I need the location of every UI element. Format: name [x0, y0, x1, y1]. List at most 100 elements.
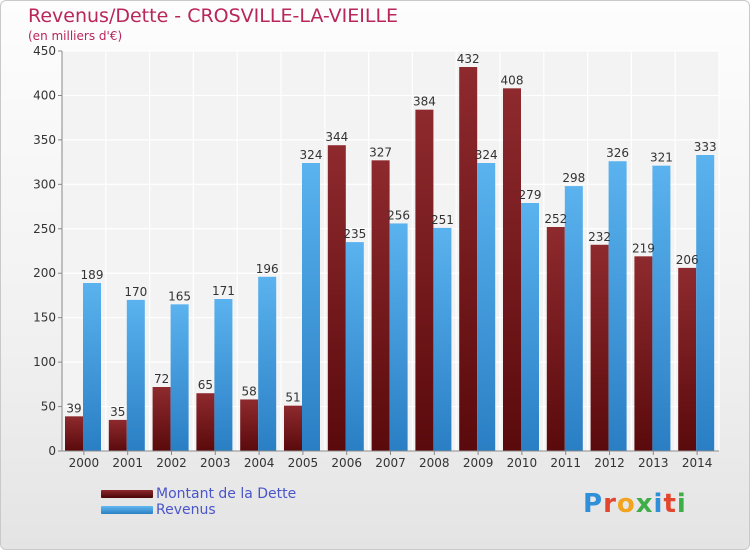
x-tick-label: 2014 — [682, 456, 713, 470]
bar-debt — [371, 160, 390, 452]
y-tick-label: 300 — [33, 177, 56, 191]
data-label-revenue: 279 — [519, 188, 542, 202]
bar-revenue — [652, 165, 671, 451]
bar-revenue — [477, 163, 496, 451]
data-label-revenue: 165 — [168, 289, 191, 303]
x-tick-label: 2008 — [419, 456, 450, 470]
bar-debt — [327, 145, 346, 451]
bar-revenue — [345, 242, 364, 451]
bar-revenue — [521, 203, 539, 451]
bar-debt — [590, 244, 609, 451]
data-label-debt: 327 — [369, 145, 392, 159]
data-label-debt: 232 — [588, 230, 611, 244]
data-label-revenue: 324 — [300, 148, 323, 162]
y-tick-label: 350 — [33, 133, 56, 147]
bar-debt — [284, 405, 302, 451]
bar-debt — [196, 393, 215, 451]
data-label-revenue: 298 — [562, 171, 585, 185]
x-tick-label: 2004 — [244, 456, 275, 470]
legend-swatch-revenue — [101, 506, 153, 514]
chart-title: Revenus/Dette - CROSVILLE-LA-VIEILLE — [28, 5, 399, 27]
logo-letter: P — [583, 489, 604, 519]
data-label-revenue: 256 — [387, 208, 410, 222]
y-tick-label: 100 — [33, 355, 56, 369]
data-label-debt: 344 — [325, 130, 348, 144]
bar-revenue — [302, 163, 320, 451]
data-label-revenue: 324 — [475, 148, 498, 162]
bar-revenue — [608, 161, 627, 451]
bar-debt — [459, 67, 478, 451]
bar-debt — [65, 416, 83, 451]
x-tick-label: 2006 — [331, 456, 362, 470]
data-label-revenue: 189 — [81, 268, 104, 282]
data-label-revenue: 326 — [606, 146, 629, 160]
x-tick-label: 2000 — [69, 456, 100, 470]
y-tick-label: 50 — [41, 400, 56, 414]
x-tick-label: 2011 — [550, 456, 581, 470]
legend-swatch-debt — [101, 490, 153, 498]
data-label-debt: 206 — [676, 253, 699, 267]
bar-debt — [108, 419, 127, 451]
bar-revenue — [389, 223, 408, 451]
bar-debt — [634, 256, 653, 451]
bar-debt — [546, 227, 565, 451]
data-label-revenue: 235 — [343, 227, 366, 241]
data-label-debt: 432 — [457, 52, 480, 66]
y-tick-label: 250 — [33, 222, 56, 236]
bar-revenue — [258, 276, 277, 451]
bar-debt — [240, 399, 259, 451]
bar-revenue — [564, 186, 583, 451]
bar-revenue — [214, 299, 233, 451]
bar-debt — [678, 267, 697, 451]
data-label-revenue: 171 — [212, 284, 235, 298]
y-tick-label: 0 — [48, 444, 56, 458]
x-tick-label: 2002 — [156, 456, 187, 470]
data-label-debt: 39 — [66, 401, 81, 415]
y-tick-label: 200 — [33, 266, 56, 280]
y-tick-label: 400 — [33, 88, 56, 102]
data-label-revenue: 251 — [431, 213, 454, 227]
y-tick-label: 150 — [33, 311, 56, 325]
logo-letter: r — [603, 489, 617, 519]
bar-revenue — [696, 155, 715, 451]
logo-letter: x — [635, 489, 654, 519]
data-label-debt: 252 — [544, 212, 567, 226]
data-label-revenue: 333 — [694, 140, 717, 154]
bar-revenue — [170, 304, 189, 451]
proxiti-logo: Proxiti — [583, 489, 687, 519]
bar-revenue — [83, 283, 101, 451]
x-tick-label: 2001 — [112, 456, 143, 470]
data-label-revenue: 196 — [256, 262, 279, 276]
chart-subtitle: (en milliers d'€) — [28, 29, 123, 43]
data-label-debt: 51 — [285, 391, 300, 405]
legend-label-revenue: Revenus — [156, 502, 216, 518]
data-label-debt: 384 — [413, 95, 436, 109]
bar-revenue — [433, 227, 452, 451]
logo-letter: o — [616, 489, 636, 519]
data-label-revenue: 170 — [124, 285, 147, 299]
data-label-debt: 58 — [242, 384, 257, 398]
x-tick-label: 2013 — [638, 456, 669, 470]
data-label-debt: 72 — [154, 372, 169, 386]
x-tick-label: 2010 — [507, 456, 538, 470]
logo-letter: i — [653, 489, 664, 519]
x-tick-label: 2007 — [375, 456, 406, 470]
logo-letter: t — [663, 489, 677, 519]
legend-label-debt: Montant de la Dette — [156, 486, 297, 502]
data-label-debt: 35 — [110, 405, 125, 419]
data-label-debt: 65 — [198, 378, 213, 392]
data-label-debt: 219 — [632, 241, 655, 255]
x-tick-label: 2005 — [288, 456, 319, 470]
x-tick-label: 2012 — [594, 456, 625, 470]
bar-debt — [503, 88, 521, 451]
x-tick-label: 2009 — [463, 456, 494, 470]
data-label-debt: 408 — [501, 73, 524, 87]
x-tick-label: 2003 — [200, 456, 231, 470]
bar-debt — [152, 387, 171, 451]
logo-letter: i — [676, 489, 687, 519]
bar-debt — [415, 109, 434, 452]
y-tick-label: 450 — [33, 44, 56, 58]
data-label-revenue: 321 — [650, 151, 673, 165]
